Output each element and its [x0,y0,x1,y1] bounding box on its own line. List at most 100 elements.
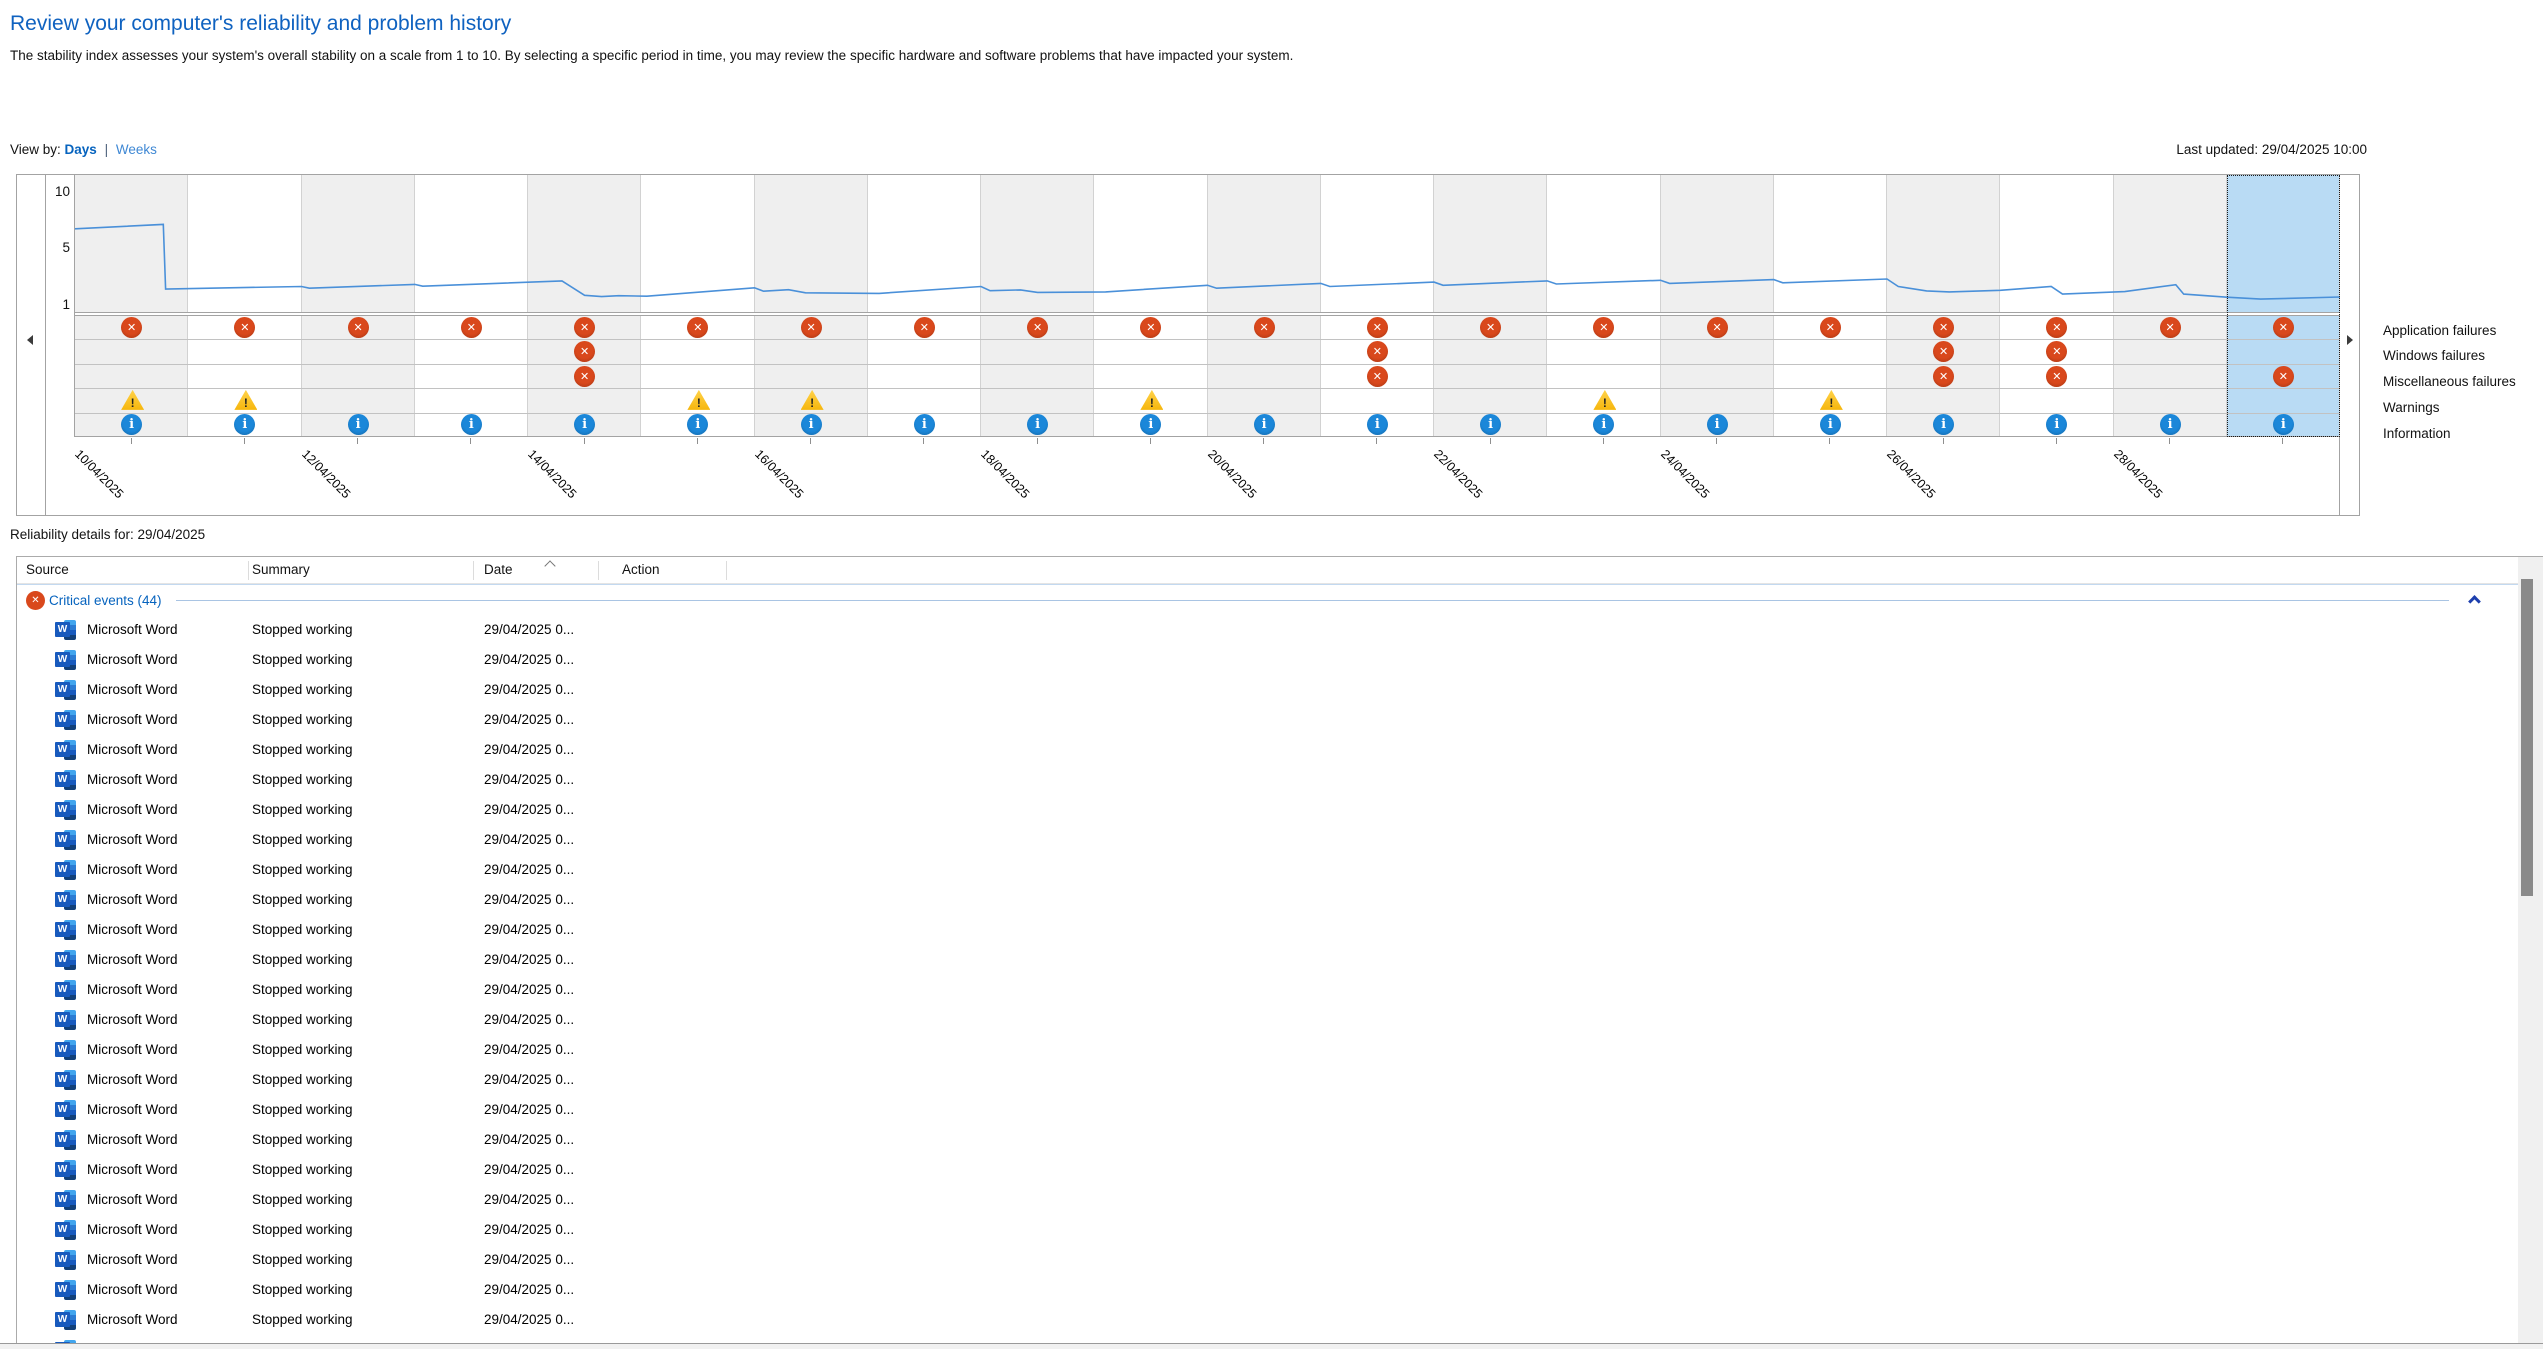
date-cell: 29/04/2025 0... [484,922,575,937]
table-row[interactable]: W Microsoft Word Stopped working 29/04/2025… [17,735,2519,765]
word-app-icon: W [55,1010,77,1030]
column-header-source[interactable]: Source [26,562,69,577]
day-column-27-04-2025[interactable] [2000,175,2114,437]
table-row[interactable]: W Microsoft Word Stopped working 29/04/2025… [17,1245,2519,1275]
table-row[interactable]: W Microsoft Word Stopped working 29/04/2025… [17,885,2519,915]
table-row[interactable]: W Microsoft Word Stopped working 29/04/2025… [17,1215,2519,1245]
table-row[interactable]: W Microsoft Word Stopped working 29/04/2025… [17,1035,2519,1065]
x-axis-tick [470,438,472,444]
table-row[interactable]: W Microsoft Word Stopped working 29/04/2025… [17,675,2519,705]
table-row[interactable]: W Microsoft Word Stopped working 29/04/2025… [17,1095,2519,1125]
vertical-scrollbar[interactable] [2518,557,2543,1343]
day-column-24-04-2025[interactable] [1660,175,1774,437]
table-row[interactable]: W Microsoft Word Stopped working 29/04/2025… [17,795,2519,825]
word-icon-letter: W [55,832,70,847]
miscellaneous-failure-icon: ✕ [2272,365,2294,387]
table-row[interactable]: W Microsoft Word Stopped working 29/04/2025… [17,765,2519,795]
table-row[interactable]: W Microsoft Word Stopped working 29/04/2025… [17,855,2519,885]
table-row[interactable]: W Microsoft Word Stopped working 29/04/2025… [17,1185,2519,1215]
table-row[interactable]: W Microsoft Word Stopped working 29/04/2025… [17,1275,2519,1305]
y-tick-5: 5 [62,240,70,255]
sort-ascending-icon [544,560,556,572]
date-cell: 29/04/2025 0... [484,1192,575,1207]
table-row[interactable]: W Microsoft Word Stopped working 29/04/2025… [17,825,2519,855]
day-column-29-04-2025[interactable] [2226,175,2340,437]
table-row[interactable]: W Microsoft Word Stopped working 29/04/2025… [17,975,2519,1005]
day-column-28-04-2025[interactable] [2113,175,2227,437]
table-row[interactable]: W Microsoft Word Stopped working 29/04/2025… [17,705,2519,735]
scrollbar-thumb[interactable] [2521,579,2533,896]
table-row[interactable]: W Microsoft Word Stopped working 29/04/2025… [17,1125,2519,1155]
word-icon-letter: W [55,802,70,817]
application-failure-icon: ✕ [1480,316,1502,338]
word-app-icon: W [55,1220,77,1240]
application-failure-icon: ✕ [1027,316,1049,338]
information-icon: i [121,414,143,436]
table-row[interactable]: W Microsoft Word Stopped working 29/04/2025… [17,1305,2519,1335]
summary-cell: Stopped working [252,682,353,697]
day-column-26-04-2025[interactable] [1887,175,2001,437]
summary-cell: Stopped working [252,1222,353,1237]
miscellaneous-failure-icon: ✕ [574,365,596,387]
x-axis-date-label: 12/04/2025 [298,447,353,502]
table-row[interactable]: W Microsoft Word Stopped working 29/04/2025… [17,1005,2519,1035]
table-row[interactable]: W Microsoft Word Stopped working 29/04/2025… [17,615,2519,645]
column-header-summary[interactable]: Summary [252,562,310,577]
x-axis-date-label: 26/04/2025 [1884,447,1939,502]
y-axis: 10 5 1 [47,175,72,515]
chart-row-label-application-failures: Application failures [2383,323,2497,338]
bottom-edge [0,1343,2543,1349]
word-app-icon: W [55,620,77,640]
view-by-weeks-link[interactable]: Weeks [115,142,157,157]
collapse-group-chevron-icon[interactable] [2468,595,2481,608]
date-cell: 29/04/2025 0... [484,742,575,757]
column-header-date[interactable]: Date [484,562,513,577]
chart-scroll-left-button[interactable] [17,175,46,515]
day-column-22-04-2025[interactable] [1434,175,1548,437]
word-icon-letter: W [55,1042,70,1057]
table-row[interactable]: W Microsoft Word Stopped working 29/04/2025… [17,1335,2519,1343]
word-app-icon: W [55,680,77,700]
day-column-17-04-2025[interactable] [867,175,981,437]
word-icon-letter: W [55,1222,70,1237]
day-column-13-04-2025[interactable] [414,175,528,437]
last-updated-text: Last updated: 29/04/2025 10:00 [2176,142,2367,157]
table-row[interactable]: W Microsoft Word Stopped working 29/04/2025… [17,645,2519,675]
table-row[interactable]: W Microsoft Word Stopped working 29/04/2025… [17,945,2519,975]
x-axis-tick [583,438,585,444]
source-cell: Microsoft Word [87,712,178,727]
day-column-21-04-2025[interactable] [1320,175,1434,437]
word-app-icon: W [55,830,77,850]
word-icon-letter: W [55,1012,70,1027]
information-icon: i [1819,414,1841,436]
day-column-14-04-2025[interactable] [528,175,642,437]
source-cell: Microsoft Word [87,1252,178,1267]
word-icon-letter: W [55,742,70,757]
application-failure-icon: ✕ [347,316,369,338]
x-axis-date-label: 16/04/2025 [751,447,806,502]
windows-failure-icon: ✕ [1366,341,1388,363]
view-by-days-link[interactable]: Days [64,142,97,157]
table-row[interactable]: W Microsoft Word Stopped working 29/04/2025… [17,1155,2519,1185]
source-cell: Microsoft Word [87,922,178,937]
date-cell: 29/04/2025 0... [484,1042,575,1057]
column-header-action[interactable]: Action [622,562,660,577]
application-failure-icon: ✕ [234,316,256,338]
summary-cell: Stopped working [252,1192,353,1207]
day-column-12-04-2025[interactable] [301,175,415,437]
critical-events-group-row[interactable]: ✕ Critical events (44) [17,584,2519,615]
summary-cell: Stopped working [252,622,353,637]
x-axis-tick [1036,438,1038,444]
information-icon: i [2046,414,2068,436]
chart-scroll-right-button[interactable] [2339,175,2359,515]
table-row[interactable]: W Microsoft Word Stopped working 29/04/2025… [17,915,2519,945]
chart-row-label-information: Information [2383,426,2451,441]
table-row[interactable]: W Microsoft Word Stopped working 29/04/2025… [17,1065,2519,1095]
summary-cell: Stopped working [252,832,353,847]
word-app-icon: W [55,1190,77,1210]
information-icon: i [1933,414,1955,436]
application-failure-icon: ✕ [574,316,596,338]
day-column-18-04-2025[interactable] [981,175,1095,437]
date-cell: 29/04/2025 0... [484,832,575,847]
day-column-20-04-2025[interactable] [1207,175,1321,437]
